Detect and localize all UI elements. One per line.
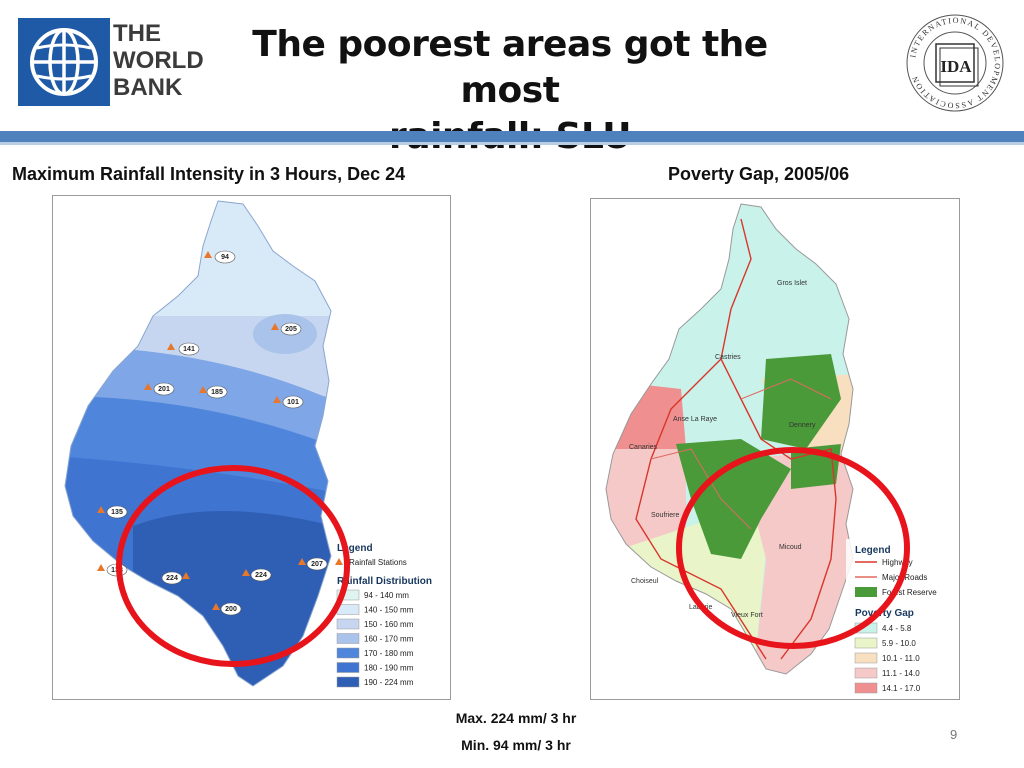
slide-title: The poorest areas got the most rainfall:… xyxy=(250,22,770,160)
poverty-map-frame: Gros Islet Castries Anse La Raye Canarie… xyxy=(590,198,960,700)
svg-text:Poverty Gap: Poverty Gap xyxy=(855,608,914,619)
svg-text:14.1 - 17.0: 14.1 - 17.0 xyxy=(882,684,921,693)
svg-text:150 - 160 mm: 150 - 160 mm xyxy=(364,620,414,629)
poverty-map-title: Poverty Gap, 2005/06 xyxy=(668,164,850,184)
slide-title-line-1: The poorest areas got the most xyxy=(252,24,768,111)
svg-text:185: 185 xyxy=(211,389,223,396)
svg-text:Anse La Raye: Anse La Raye xyxy=(673,416,717,423)
min-rainfall-note: Min. 94 mm/ 3 hr xyxy=(461,737,571,753)
wordmark-line-3: BANK xyxy=(113,74,183,101)
svg-text:170 - 180 mm: 170 - 180 mm xyxy=(364,649,414,658)
ida-logo: INTERNATIONAL DEVELOPMENT ASSOCIATION ID… xyxy=(906,14,1004,112)
rainfall-legend-item: 140 - 150 mm xyxy=(336,604,414,615)
poverty-legend-item: 14.1 - 17.0 xyxy=(854,682,921,694)
svg-text:5.9 - 10.0: 5.9 - 10.0 xyxy=(882,639,916,648)
slide-number: 9 xyxy=(950,727,958,742)
poverty-legend-item: 10.1 - 11.0 xyxy=(854,652,920,664)
svg-text:Micoud: Micoud xyxy=(779,544,802,551)
svg-text:Forest Reserve: Forest Reserve xyxy=(882,588,937,597)
svg-text:224: 224 xyxy=(166,575,178,582)
svg-text:Legend: Legend xyxy=(337,543,373,554)
poverty-legend-item: 11.1 - 14.0 xyxy=(854,667,920,679)
rainfall-legend-item: 94 - 140 mm xyxy=(336,589,409,601)
station-94: 94 xyxy=(204,250,236,264)
rainfall-legend-item: 170 - 180 mm xyxy=(336,647,414,659)
poverty-legend-line-item: Forest Reserve xyxy=(855,587,937,597)
svg-text:Vieux Fort: Vieux Fort xyxy=(731,612,763,619)
rainfall-legend-item: 180 - 190 mm xyxy=(336,662,414,673)
station-224-west: 224 xyxy=(161,571,190,585)
svg-text:141: 141 xyxy=(183,346,195,353)
svg-text:135: 135 xyxy=(111,509,123,516)
station-201: 201 xyxy=(144,382,175,396)
svg-text:Choiseul: Choiseul xyxy=(631,578,659,585)
highlight-circle-rainfall xyxy=(116,465,350,667)
highlight-circle-poverty xyxy=(676,447,910,649)
svg-text:205: 205 xyxy=(285,326,297,333)
rainfall-legend-item: 150 - 160 mm xyxy=(336,618,414,630)
svg-text:Canaries: Canaries xyxy=(629,444,658,451)
station-138: 138 xyxy=(97,563,128,577)
header-divider-light xyxy=(0,142,1024,145)
station-205: 205 xyxy=(271,322,302,336)
station-101: 101 xyxy=(273,395,304,409)
station-141: 141 xyxy=(167,342,200,356)
svg-text:190 - 224 mm: 190 - 224 mm xyxy=(364,678,414,687)
station-207: 207 xyxy=(298,557,328,571)
svg-text:200: 200 xyxy=(225,606,237,613)
rainfall-map-frame: 94 205 141 201 185 101 135 138 224 xyxy=(52,195,451,700)
poverty-legend-line-item: Highway xyxy=(855,558,913,567)
svg-text:207: 207 xyxy=(311,561,323,568)
rainfall-legend: Legend Rainfall Stations Rainfall Distri… xyxy=(333,536,448,696)
header-divider xyxy=(0,131,1024,142)
wordmark-line-1: THE xyxy=(113,20,161,47)
svg-text:Highway: Highway xyxy=(882,558,913,567)
rainfall-map-title: Maximum Rainfall Intensity in 3 Hours, D… xyxy=(12,164,406,184)
svg-text:Soufriere: Soufriere xyxy=(651,512,680,519)
svg-text:201: 201 xyxy=(158,386,170,393)
svg-text:101: 101 xyxy=(287,399,299,406)
rainfall-map: 94 205 141 201 185 101 135 138 224 xyxy=(64,200,448,696)
svg-text:180 - 190 mm: 180 - 190 mm xyxy=(364,664,414,673)
rainfall-legend-item: 160 - 170 mm xyxy=(336,633,414,644)
station-185: 185 xyxy=(199,385,228,399)
svg-text:10.1 - 11.0: 10.1 - 11.0 xyxy=(882,654,920,663)
svg-text:Legend: Legend xyxy=(855,545,891,556)
svg-text:Rainfall Stations: Rainfall Stations xyxy=(349,558,407,567)
world-bank-logo xyxy=(18,18,110,106)
svg-text:11.1 - 14.0: 11.1 - 14.0 xyxy=(882,669,920,678)
poverty-legend-item: 5.9 - 10.0 xyxy=(854,637,916,649)
svg-text:Gros Islet: Gros Islet xyxy=(777,280,807,287)
svg-text:160 - 170 mm: 160 - 170 mm xyxy=(364,635,414,644)
wordmark-line-2: WORLD xyxy=(113,47,204,74)
world-bank-wordmark: THE WORLD BANK xyxy=(113,20,204,101)
svg-text:Rainfall Distribution: Rainfall Distribution xyxy=(337,576,432,587)
station-135: 135 xyxy=(97,505,128,519)
svg-text:Dennery: Dennery xyxy=(789,422,816,429)
max-rainfall-note: Max. 224 mm/ 3 hr xyxy=(455,710,577,726)
svg-text:Castries: Castries xyxy=(715,354,741,361)
svg-text:94: 94 xyxy=(221,254,229,261)
rainfall-legend-item: 190 - 224 mm xyxy=(336,676,414,688)
station-200: 200 xyxy=(212,602,242,616)
svg-text:140 - 150 mm: 140 - 150 mm xyxy=(364,606,414,615)
svg-text:94 - 140 mm: 94 - 140 mm xyxy=(364,591,409,600)
station-224-east: 224 xyxy=(242,568,272,582)
svg-text:4.4 - 5.8: 4.4 - 5.8 xyxy=(882,624,912,633)
poverty-map: Gros Islet Castries Anse La Raye Canarie… xyxy=(605,203,958,697)
svg-text:IDA: IDA xyxy=(940,57,972,76)
svg-text:224: 224 xyxy=(255,572,267,579)
